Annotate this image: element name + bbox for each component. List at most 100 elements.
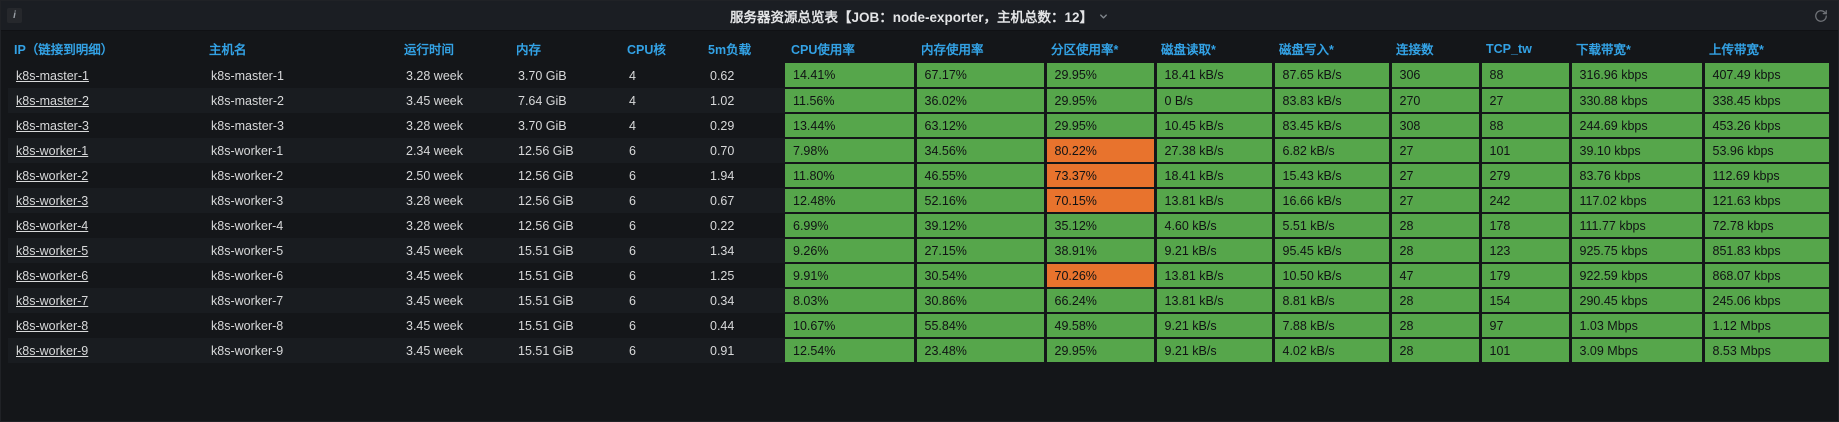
cell-ip: k8s-master-2	[8, 88, 203, 113]
cell-partition_usage: 29.95%	[1045, 113, 1157, 139]
cell-connections: 47	[1390, 263, 1482, 289]
column-header-upload_bw[interactable]: 上传带宽*	[1709, 43, 1764, 57]
cell-load_5m: 1.02	[710, 93, 735, 108]
cell-uptime: 3.45 week	[406, 343, 463, 358]
cell-disk_write: 4.02 kB/s	[1273, 338, 1392, 364]
ip-link[interactable]: k8s-worker-6	[16, 268, 89, 283]
cell-partition_usage: 49.58%	[1045, 313, 1157, 339]
cell-disk_write: 5.51 kB/s	[1273, 213, 1392, 239]
cell-tcp_tw: 242	[1480, 188, 1572, 214]
cell-cpu_cores: 4	[629, 68, 636, 83]
cell-load_5m: 1.94	[710, 168, 735, 183]
cell-disk_write: 16.66 kB/s	[1273, 188, 1392, 214]
cell-cpu_usage: 7.98%	[785, 138, 917, 164]
cell-connections: 27	[1390, 163, 1482, 189]
column-header-cpu_cores[interactable]: CPU核	[627, 43, 666, 57]
column-header-disk_read[interactable]: 磁盘读取*	[1161, 43, 1216, 57]
cell-upload_bw: 53.96 kbps	[1703, 138, 1832, 164]
cell-ip: k8s-worker-8	[8, 313, 203, 338]
cell-upload_bw: 112.69 kbps	[1703, 163, 1832, 189]
column-header-cpu_usage[interactable]: CPU使用率	[791, 43, 855, 57]
cell-connections: 27	[1390, 138, 1482, 164]
cell-hostname: k8s-master-1	[211, 68, 284, 83]
cell-memory: 15.51 GiB	[518, 318, 574, 333]
cell-cpu_cores: 6	[629, 218, 636, 233]
panel-header: i 服务器资源总览表【JOB：node-exporter，主机总数：12】	[1, 1, 1838, 31]
cell-uptime: 3.45 week	[406, 93, 463, 108]
table-row: k8s-worker-7 k8s-worker-7 3.45 week 15.51 G…	[8, 288, 1832, 314]
cell-tcp_tw: 123	[1480, 238, 1572, 264]
cell-download_bw: 330.88 kbps	[1570, 88, 1705, 114]
table-row: k8s-worker-4 k8s-worker-4 3.28 week 12.56 G…	[8, 213, 1832, 239]
cell-ip: k8s-master-1	[8, 63, 203, 88]
ip-link[interactable]: k8s-worker-9	[16, 343, 89, 358]
cell-download_bw: 1.03 Mbps	[1570, 313, 1705, 339]
ip-link[interactable]: k8s-worker-3	[16, 193, 89, 208]
column-header-partition_usage[interactable]: 分区使用率*	[1051, 43, 1119, 57]
cell-hostname: k8s-worker-8	[211, 318, 284, 333]
panel-info-icon[interactable]: i	[7, 8, 22, 23]
cell-uptime: 3.28 week	[406, 218, 463, 233]
ip-link[interactable]: k8s-master-1	[16, 68, 89, 83]
cell-mem_usage: 27.15%	[915, 238, 1047, 264]
ip-link[interactable]: k8s-worker-4	[16, 218, 89, 233]
table-container: IP（链接到明细） 主机名 运行时间 内存 CPU核 5m负载 CPU使用率 内存使用率 分区使…	[1, 31, 1838, 364]
cell-disk_read: 27.38 kB/s	[1155, 138, 1275, 164]
table-row: k8s-worker-6 k8s-worker-6 3.45 week 15.51 G…	[8, 263, 1832, 289]
cell-download_bw: 3.09 Mbps	[1570, 338, 1705, 364]
cell-uptime: 3.45 week	[406, 243, 463, 258]
cell-memory: 15.51 GiB	[518, 268, 574, 283]
column-header-uptime[interactable]: 运行时间	[404, 43, 455, 57]
column-header-memory[interactable]: 内存	[516, 43, 542, 57]
column-header-connections[interactable]: 连接数	[1396, 43, 1434, 57]
cell-upload_bw: 121.63 kbps	[1703, 188, 1832, 214]
ip-link[interactable]: k8s-worker-5	[16, 243, 89, 258]
cell-mem_usage: 23.48%	[915, 338, 1047, 364]
ip-link[interactable]: k8s-worker-8	[16, 318, 89, 333]
cell-cpu_usage: 14.41%	[785, 63, 917, 89]
cell-memory: 7.64 GiB	[518, 93, 567, 108]
ip-link[interactable]: k8s-worker-2	[16, 168, 89, 183]
ip-link[interactable]: k8s-master-3	[16, 118, 89, 133]
cell-disk_write: 83.83 kB/s	[1273, 88, 1392, 114]
cell-cpu_cores: 6	[629, 268, 636, 283]
cell-download_bw: 316.96 kbps	[1570, 63, 1705, 89]
ip-link[interactable]: k8s-worker-1	[16, 143, 89, 158]
refresh-icon[interactable]	[1814, 9, 1828, 28]
cell-mem_usage: 63.12%	[915, 113, 1047, 139]
panel-title-menu[interactable]: 服务器资源总览表【JOB：node-exporter，主机总数：12】	[730, 6, 1109, 26]
cell-mem_usage: 52.16%	[915, 188, 1047, 214]
column-header-mem_usage[interactable]: 内存使用率	[921, 43, 984, 57]
cell-tcp_tw: 97	[1480, 313, 1572, 339]
cell-partition_usage: 70.26%	[1045, 263, 1157, 289]
column-header-tcp_tw[interactable]: TCP_tw	[1486, 41, 1532, 56]
column-header-disk_write[interactable]: 磁盘写入*	[1279, 43, 1334, 57]
column-header-download_bw[interactable]: 下载带宽*	[1576, 43, 1631, 57]
cell-download_bw: 922.59 kbps	[1570, 263, 1705, 289]
cell-partition_usage: 35.12%	[1045, 213, 1157, 239]
ip-link[interactable]: k8s-worker-7	[16, 293, 89, 308]
column-header-load_5m[interactable]: 5m负载	[708, 43, 752, 57]
cell-memory: 12.56 GiB	[518, 143, 574, 158]
cell-hostname: k8s-master-2	[211, 93, 284, 108]
column-header-ip[interactable]: IP（链接到明细）	[14, 43, 114, 57]
cell-ip: k8s-worker-3	[8, 188, 203, 213]
cell-mem_usage: 34.56%	[915, 138, 1047, 164]
ip-link[interactable]: k8s-master-2	[16, 93, 89, 108]
column-header-hostname[interactable]: 主机名	[209, 43, 247, 57]
cell-cpu_usage: 13.44%	[785, 113, 917, 139]
cell-uptime: 3.28 week	[406, 118, 463, 133]
cell-mem_usage: 36.02%	[915, 88, 1047, 114]
cell-disk_read: 0 B/s	[1155, 88, 1275, 114]
cell-cpu_usage: 12.54%	[785, 338, 917, 364]
cell-load_5m: 0.67	[710, 193, 735, 208]
cell-disk_read: 9.21 kB/s	[1155, 313, 1275, 339]
cell-hostname: k8s-worker-2	[211, 168, 284, 183]
cell-uptime: 3.28 week	[406, 68, 463, 83]
cell-cpu_usage: 10.67%	[785, 313, 917, 339]
cell-uptime: 2.34 week	[406, 143, 463, 158]
cell-disk_write: 8.81 kB/s	[1273, 288, 1392, 314]
cell-disk_write: 87.65 kB/s	[1273, 63, 1392, 89]
cell-memory: 3.70 GiB	[518, 68, 567, 83]
cell-memory: 12.56 GiB	[518, 193, 574, 208]
